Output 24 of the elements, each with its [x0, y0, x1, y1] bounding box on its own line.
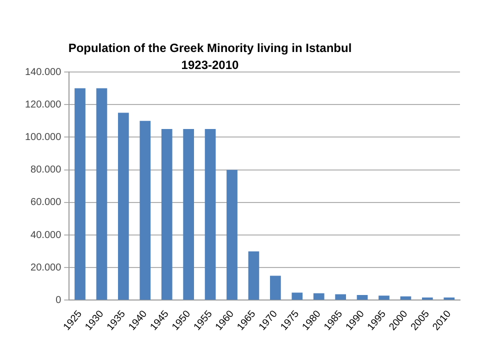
bar — [292, 292, 303, 300]
y-tick-label: 0 — [56, 294, 62, 306]
bar — [74, 88, 86, 300]
y-tick-label: 100.000 — [24, 132, 62, 143]
bar — [270, 276, 281, 300]
bar — [118, 112, 129, 300]
bar — [140, 120, 151, 300]
y-tick-label: 120.000 — [24, 99, 62, 110]
y-tick-label: 40.000 — [30, 230, 62, 241]
bar — [204, 129, 216, 300]
bar — [313, 293, 324, 300]
bar — [161, 129, 172, 300]
bar — [378, 296, 390, 300]
bar — [356, 295, 368, 300]
bar — [335, 294, 346, 300]
y-tick-label: 80.000 — [30, 164, 62, 176]
bar — [96, 88, 108, 300]
bar — [183, 129, 194, 300]
y-tick-label: 60.000 — [30, 197, 62, 208]
bar — [226, 170, 238, 300]
bar — [248, 251, 260, 300]
y-tick-label: 140.000 — [24, 66, 62, 78]
y-tick-label: 20.000 — [30, 262, 62, 274]
chart-title: Population of the Greek Minority living in Istanbul 1923-2010 — [67, 40, 353, 74]
